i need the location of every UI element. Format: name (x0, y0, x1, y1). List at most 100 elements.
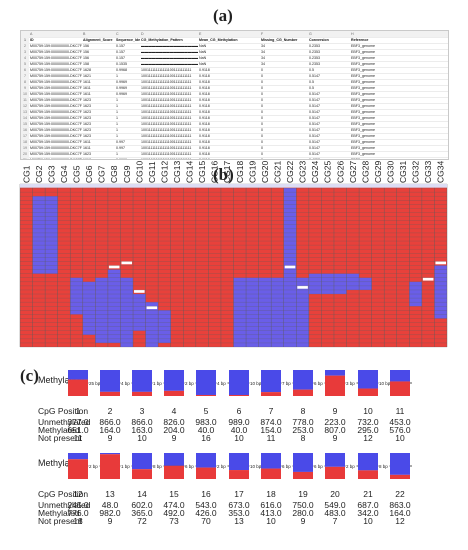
spreadsheet: ABCDEFGH1IDAlignment_ScoreSequence_Ident… (20, 30, 449, 160)
cpg-spacer-label: 8 bp (153, 464, 162, 469)
cpg-bar-methylated (132, 391, 152, 396)
cpg-methylated-value: 40.0 (197, 425, 215, 435)
sheet-cell: 0.9118 (199, 128, 210, 132)
sheet-cell: M00759:159:000000000-DKC7F:1:1101:11027:… (30, 62, 82, 66)
sheet-cell: 0.9969 (116, 158, 127, 160)
cpg-not-present-value: 10 (395, 433, 405, 443)
sheet-cell: Reference (351, 38, 369, 42)
cpg-methylated-value: 342.0 (357, 508, 379, 518)
cpg-not-present-value: 8 (300, 433, 306, 443)
sheet-cell: M00759:159:000000000-DKC7F:1:1101:13814:… (30, 140, 82, 144)
cpg-positions-value: 8 (300, 406, 306, 416)
sheet-cell: 0.5147 (309, 140, 320, 144)
panel-label-a: (a) (213, 6, 233, 25)
cpg-spacer-label: 25 bp (89, 381, 101, 386)
cpg-not-present-value: 9 (300, 516, 306, 526)
cpg-unmethylated-value: 687.0 (357, 500, 379, 510)
sheet-cell: 34 (261, 56, 265, 60)
cpg-positions-value: 5 (203, 406, 209, 416)
sheet-cell: 1001111111111111001111111111 (141, 80, 192, 84)
cpg-bar-methylated (100, 454, 120, 479)
cpg-methylated-value: 426.0 (195, 508, 217, 518)
sheet-cell: 1001111111111111001111111111 (141, 92, 192, 96)
sheet-cell: 1001111111111111001111111111 (141, 110, 192, 114)
cpg-bar (293, 453, 313, 479)
sheet-cell: 1628 (83, 68, 91, 72)
cpg-methylated-value: 253.0 (292, 425, 314, 435)
sheet-row-number: 18 (21, 139, 29, 145)
sheet-cell: 156 (83, 44, 89, 48)
heatmap-column-label: CG20 (260, 161, 270, 183)
cpg-bar-methylated (196, 394, 216, 396)
sheet-cell: EBF3_genome (351, 104, 375, 108)
heatmap-column-label: CG24 (310, 161, 320, 183)
cpg-bar-unmethylated (229, 453, 249, 471)
sheet-cell: 0.5147 (309, 134, 320, 138)
sheet-cell: 0.9118 (199, 110, 210, 114)
cpg-not-present-value: 73 (169, 516, 179, 526)
cpg-bar-unmethylated (358, 370, 378, 389)
cpg-methylated-value: 413.0 (260, 508, 282, 518)
cpg-bar (132, 453, 152, 479)
cpg-bar-unmethylated (68, 370, 88, 380)
cpg-bar (325, 370, 345, 396)
heatmap-missing-cell (121, 261, 133, 265)
sheet-cell: 0.9969 (116, 86, 127, 90)
cpg-spacer-bg (378, 463, 390, 469)
sheet-row: 10M00759:159:000000000-DKC7F:1:1101:1499… (21, 91, 448, 98)
sheet-row-number: 17 (21, 133, 29, 139)
sheet-cell: 0 (261, 80, 263, 84)
cpg-bar-unmethylated (390, 370, 410, 382)
sheet-cell: M00759:159:000000000-DKC7F:1:1101:9473:5… (30, 56, 82, 60)
sheet-cell: 1001111111111111001111111111 (141, 104, 192, 108)
cpg-spacer-bg (313, 463, 325, 469)
sheet-cell: EBF3_genome (351, 134, 375, 138)
sheet-row-number: 4 (21, 55, 29, 61)
sheet-row-number: 15 (21, 121, 29, 127)
sheet-cell: 1623 (83, 110, 91, 114)
cpg-spacer-bg (120, 380, 132, 386)
methylation-row-label: Methylation (38, 375, 85, 385)
sheet-cell: 0.5147 (309, 104, 320, 108)
cpg-spacer-label: 2 bp (346, 464, 355, 469)
sheet-row: 19M00759:159:000000000-DKC7F:1:1101:1725… (21, 145, 448, 152)
heatmap-unmethylated-block (283, 188, 297, 347)
sheet-cell: 156 (83, 50, 89, 54)
sheet-cell: 0.5147 (309, 152, 320, 156)
sheet-row-number: 6 (21, 67, 29, 73)
sheet-cell: Alignment_Score (83, 38, 113, 42)
sheet-cell: 0.157 (116, 50, 125, 54)
methylation-row-label: Methylation (38, 458, 85, 468)
unmethylated-label: Unmethylated (38, 500, 91, 510)
sheet-cell: M00759:159:000000000-DKC7F:1:1101:14999:… (30, 92, 82, 96)
sheet-cell: 0.5 (309, 68, 314, 72)
sheet-cell: EBF3_genome (351, 80, 375, 84)
cpg-bar-methylated (261, 468, 281, 479)
heatmap-column-label: CG9 (122, 165, 132, 183)
cpg-spacer-bg (88, 463, 100, 469)
cpg-methylated-value: 164.0 (99, 425, 121, 435)
cpg-unmethylated-value: 223.0 (324, 417, 346, 427)
sheet-cell: 1623 (83, 98, 91, 102)
sheet-cell: 0 (261, 152, 263, 156)
sheet-cell: 0.9118 (199, 86, 210, 90)
sheet-cell: 0.9118 (199, 122, 210, 126)
sheet-cell: E (199, 32, 202, 36)
cpg-bar (390, 370, 410, 396)
cpg-unmethylated-value: 983.0 (195, 417, 217, 427)
sheet-cell: 0.5147 (309, 146, 320, 150)
cpg-positions-value: 18 (266, 489, 276, 499)
sheet-cell: 0.9118 (199, 146, 210, 150)
sheet-cell: 1611 (83, 146, 91, 150)
sheet-cell: 1001111111111111001111111111 (141, 122, 192, 126)
cpg-unmethylated-value: 474.0 (163, 500, 185, 510)
sheet-cell: 0.9969 (116, 80, 127, 84)
cpg-spacer-bg (281, 380, 293, 386)
sheet-cell: 1611 (83, 86, 91, 90)
sheet-cell: 156 (83, 56, 89, 60)
cpg-bar-methylated (325, 466, 345, 479)
cpg-bar (358, 370, 378, 396)
sheet-cell: 1 (116, 116, 118, 120)
heatmap-unmethylated-block (82, 281, 96, 335)
cpg-spacer-label: 3 bp (346, 381, 355, 386)
